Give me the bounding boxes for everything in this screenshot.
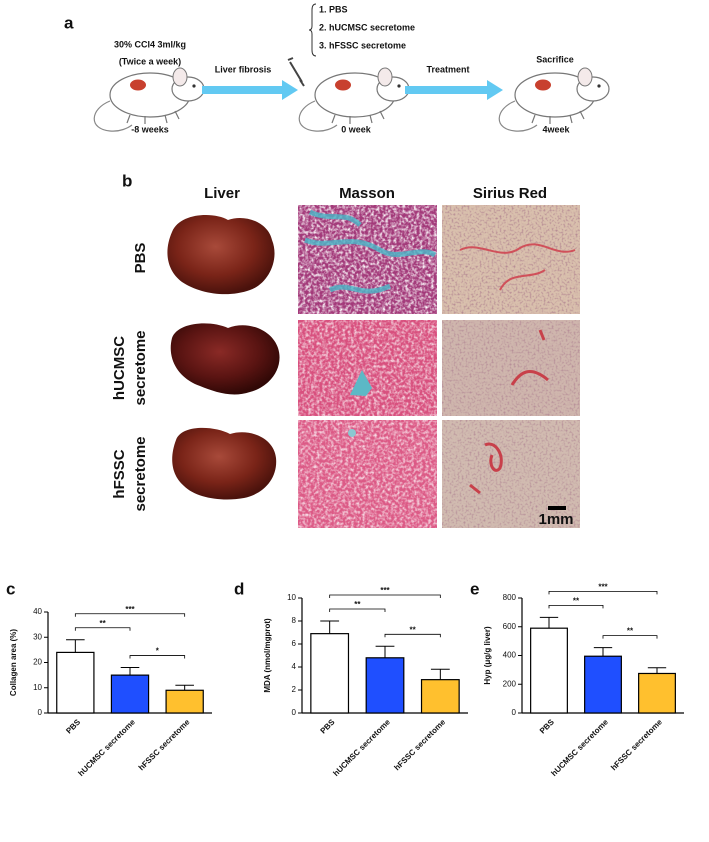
significance-label: *** bbox=[598, 583, 608, 592]
row-label: secretome bbox=[132, 436, 149, 511]
y-tick-label: 6 bbox=[292, 639, 297, 648]
y-tick-label: 10 bbox=[287, 593, 296, 602]
time-text: 4week bbox=[542, 124, 570, 134]
row-label: hUCMSC bbox=[111, 336, 128, 400]
significance-label: ** bbox=[627, 627, 634, 636]
significance-bracket bbox=[329, 594, 441, 598]
sirius-red-image bbox=[442, 320, 580, 416]
x-tick-label: hFSSC secretome bbox=[392, 717, 447, 772]
column-header: Liver bbox=[204, 185, 240, 202]
panel-label: e bbox=[470, 579, 479, 598]
bar bbox=[530, 627, 568, 714]
bar bbox=[420, 679, 460, 714]
masson-image bbox=[298, 320, 437, 416]
y-axis-label: MDA (nmol/mgprot) bbox=[263, 618, 272, 693]
mouse-icon bbox=[498, 67, 610, 132]
y-axis-label: Collagen area (%) bbox=[9, 629, 18, 696]
y-axis-label: Hyp (μg/g liver) bbox=[483, 626, 492, 685]
y-tick-label: 10 bbox=[33, 683, 42, 692]
bar bbox=[310, 633, 350, 714]
x-tick-label: hUCMSC secretome bbox=[76, 717, 137, 778]
x-tick-label: hUCMSC secretome bbox=[331, 717, 392, 778]
significance-label: ** bbox=[354, 600, 361, 609]
y-tick-label: 30 bbox=[33, 632, 42, 641]
row-label: hFSSC bbox=[111, 449, 128, 498]
bar bbox=[56, 651, 95, 714]
sirius-red-image bbox=[442, 420, 580, 528]
significance-bracket bbox=[548, 591, 658, 595]
panel-label: d bbox=[234, 579, 244, 598]
sirius-red-image bbox=[442, 205, 580, 314]
x-tick-label: PBS bbox=[319, 717, 337, 735]
y-tick-label: 600 bbox=[503, 622, 517, 631]
x-tick-label: PBS bbox=[538, 717, 556, 735]
step-text: Treatment bbox=[426, 64, 469, 74]
significance-bracket bbox=[548, 605, 604, 609]
y-tick-label: 0 bbox=[292, 708, 297, 717]
masson-image bbox=[298, 205, 437, 314]
bar bbox=[584, 655, 622, 714]
bracket bbox=[308, 3, 317, 57]
y-tick-label: 2 bbox=[292, 685, 297, 694]
panel-label: c bbox=[6, 579, 15, 598]
column-header: Masson bbox=[339, 185, 395, 202]
bar bbox=[638, 672, 676, 714]
time-text: -8 weeks bbox=[131, 124, 169, 134]
significance-bracket bbox=[329, 608, 386, 612]
x-tick-label: PBS bbox=[64, 717, 82, 735]
bar bbox=[165, 689, 204, 714]
x-tick-label: hUCMSC secretome bbox=[549, 717, 610, 778]
y-tick-label: 0 bbox=[512, 708, 517, 717]
group-text: 3. hFSSC secretome bbox=[319, 40, 406, 50]
liver-photo bbox=[170, 323, 280, 395]
x-tick-label: hFSSC secretome bbox=[609, 717, 664, 772]
liver-photo bbox=[172, 427, 277, 500]
y-tick-label: 20 bbox=[33, 658, 42, 667]
frequency-text: (Twice a week) bbox=[119, 56, 181, 66]
masson-image bbox=[298, 420, 437, 528]
arrow bbox=[405, 80, 503, 100]
bar bbox=[110, 674, 150, 714]
group-text: 1. PBS bbox=[319, 4, 348, 14]
bar bbox=[365, 657, 405, 714]
significance-label: *** bbox=[125, 605, 135, 614]
y-tick-label: 0 bbox=[38, 708, 43, 717]
dose-text: 30% CCl4 3ml/kg bbox=[114, 39, 186, 49]
syringe bbox=[287, 57, 305, 87]
time-text: 0 week bbox=[341, 124, 372, 134]
liver-photo bbox=[167, 215, 275, 295]
y-tick-label: 4 bbox=[292, 662, 297, 671]
significance-bracket bbox=[129, 655, 186, 659]
group-text: 2. hUCMSC secretome bbox=[319, 22, 415, 32]
row-label: secretome bbox=[132, 330, 149, 405]
significance-bracket bbox=[74, 627, 131, 631]
row-label: PBS bbox=[132, 243, 149, 274]
y-tick-label: 400 bbox=[503, 651, 517, 660]
significance-label: ** bbox=[573, 597, 580, 606]
arrow bbox=[202, 80, 298, 100]
significance-bracket bbox=[602, 635, 658, 639]
significance-label: *** bbox=[380, 586, 390, 595]
y-tick-label: 200 bbox=[503, 679, 517, 688]
y-tick-label: 8 bbox=[292, 616, 297, 625]
scale-bar bbox=[548, 506, 566, 510]
y-tick-label: 800 bbox=[503, 593, 517, 602]
x-tick-label: hFSSC secretome bbox=[137, 717, 192, 772]
panel-label: a bbox=[64, 13, 74, 32]
panel-label: b bbox=[122, 171, 132, 190]
y-tick-label: 40 bbox=[33, 607, 42, 616]
column-header: Sirius Red bbox=[473, 185, 547, 202]
mouse-icon bbox=[298, 67, 410, 132]
significance-label: ** bbox=[100, 619, 107, 628]
significance-label: * bbox=[156, 647, 160, 656]
significance-bracket bbox=[74, 613, 186, 617]
scale-text: 1mm bbox=[538, 511, 573, 528]
significance-bracket bbox=[384, 633, 441, 638]
mouse-icon bbox=[93, 67, 205, 132]
step-text: Liver fibrosis bbox=[215, 64, 272, 74]
end-text: Sacrifice bbox=[536, 54, 574, 64]
significance-label: ** bbox=[410, 625, 417, 634]
